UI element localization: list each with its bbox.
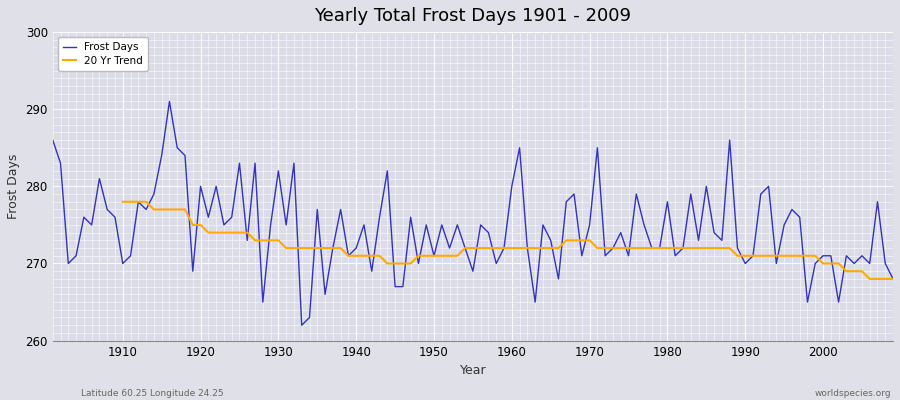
20 Yr Trend xyxy=(266,238,276,243)
Frost Days xyxy=(289,161,300,166)
Frost Days xyxy=(110,215,121,220)
Frost Days xyxy=(343,253,354,258)
Frost Days xyxy=(522,246,533,250)
20 Yr Trend xyxy=(296,246,307,250)
Legend: Frost Days, 20 Yr Trend: Frost Days, 20 Yr Trend xyxy=(58,37,148,71)
20 Yr Trend xyxy=(514,246,525,250)
Text: worldspecies.org: worldspecies.org xyxy=(814,389,891,398)
Title: Yearly Total Frost Days 1901 - 2009: Yearly Total Frost Days 1901 - 2009 xyxy=(314,7,632,25)
20 Yr Trend xyxy=(864,276,875,281)
Line: Frost Days: Frost Days xyxy=(53,102,893,325)
Line: 20 Yr Trend: 20 Yr Trend xyxy=(122,202,893,279)
Frost Days xyxy=(48,138,58,142)
20 Yr Trend xyxy=(887,276,898,281)
Frost Days xyxy=(887,276,898,281)
20 Yr Trend xyxy=(825,261,836,266)
Frost Days xyxy=(296,323,307,328)
Text: Latitude 60.25 Longitude 24.25: Latitude 60.25 Longitude 24.25 xyxy=(81,389,223,398)
20 Yr Trend xyxy=(117,199,128,204)
Frost Days xyxy=(514,145,525,150)
X-axis label: Year: Year xyxy=(460,364,486,377)
Y-axis label: Frost Days: Frost Days xyxy=(7,154,20,219)
Frost Days xyxy=(164,99,175,104)
Frost Days xyxy=(616,230,626,235)
20 Yr Trend xyxy=(576,238,587,243)
20 Yr Trend xyxy=(849,269,859,274)
